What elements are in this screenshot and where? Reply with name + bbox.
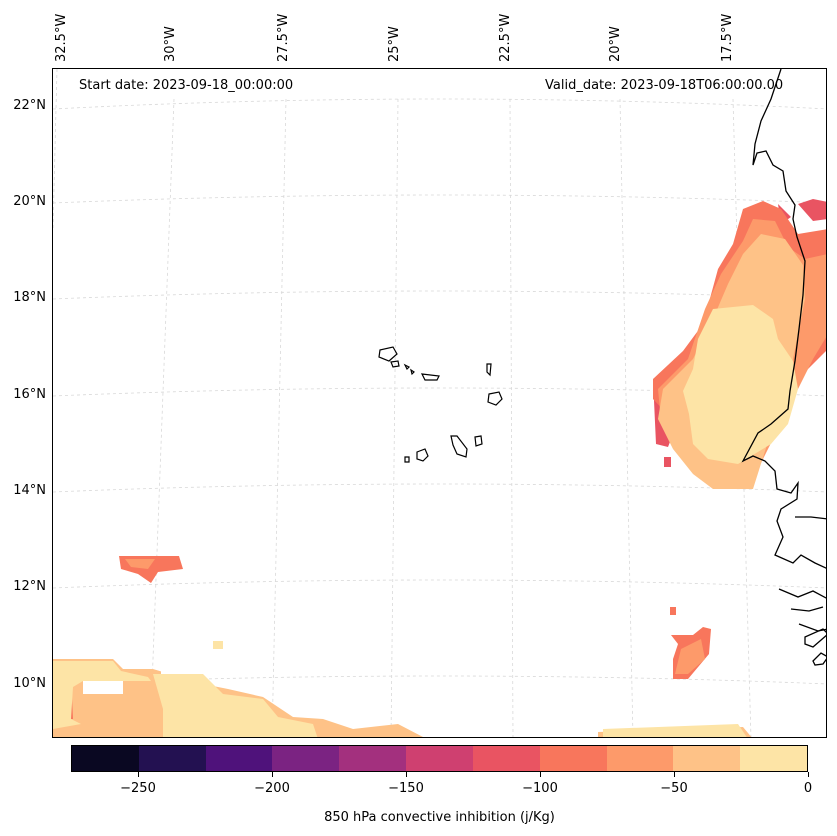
colorbar-tick [405, 772, 407, 777]
lat-label: 12°N [13, 579, 46, 594]
cin-contour-zero [683, 305, 798, 464]
cape-verde-islands [378, 346, 503, 463]
island-sal [486, 363, 492, 377]
lat-label: 14°N [13, 483, 46, 498]
colorbar-segment [339, 746, 407, 771]
island-maio [474, 435, 483, 447]
map-panel [52, 68, 827, 738]
colorbar-segment [406, 746, 473, 771]
colorbar-tick [271, 772, 273, 777]
colorbar-segment [740, 746, 807, 771]
map-canvas [53, 69, 826, 737]
colorbar-tick [539, 772, 541, 777]
lat-label: 16°N [13, 387, 46, 402]
colorbar-tick-label: −200 [254, 781, 290, 796]
island-brava [404, 456, 410, 463]
cin-field-south [53, 556, 752, 737]
lon-label: 22.5°W [498, 13, 513, 62]
lat-label: 10°N [13, 676, 46, 691]
lat-label: 22°N [13, 98, 46, 113]
valid-date-label: Valid_date: 2023-09-18T06:00:00.00 [545, 78, 784, 93]
cin-field-east [653, 199, 826, 489]
colorbar-tick-label: −150 [388, 781, 424, 796]
colorbar-tick-label: −250 [120, 781, 156, 796]
colorbar [71, 745, 808, 772]
lon-label: 20°W [608, 26, 623, 62]
cin-bottom-strip [53, 659, 752, 737]
colorbar-tick [673, 772, 675, 777]
colorbar-segment [205, 746, 273, 771]
island-santo-antao [378, 346, 398, 362]
africa-coastline [741, 69, 826, 666]
colorbar-tick-label: 0 [803, 781, 813, 796]
lat-label: 18°N [13, 290, 46, 305]
colorbar-tick [137, 772, 139, 777]
colorbar-tick-label: −100 [522, 781, 558, 796]
colorbar-segment [606, 746, 674, 771]
lon-label: 25°W [387, 26, 402, 62]
lon-label: 32.5°W [54, 13, 69, 62]
colorbar-tick-label: −50 [660, 781, 688, 796]
colorbar-title: 850 hPa convective inhibition (j/Kg) [324, 810, 555, 825]
colorbar-segment [272, 746, 340, 771]
colorbar-segment [673, 746, 741, 771]
colorbar-segment [72, 746, 139, 771]
lon-label: 30°W [163, 26, 178, 62]
start-date-label: Start date: 2023-09-18_00:00:00 [79, 78, 294, 93]
cin-bottom-light [53, 641, 747, 737]
island-santiago [450, 435, 468, 458]
colorbar-segment [472, 746, 540, 771]
lon-label: 27.5°W [276, 13, 291, 62]
island-boa-vista [487, 391, 503, 406]
lon-label: 17.5°W [720, 13, 735, 62]
colorbar-tick [807, 772, 809, 777]
lat-label: 20°N [13, 194, 46, 209]
island-fogo [416, 448, 429, 462]
colorbar-segment [539, 746, 607, 771]
colorbar-segment [138, 746, 206, 771]
